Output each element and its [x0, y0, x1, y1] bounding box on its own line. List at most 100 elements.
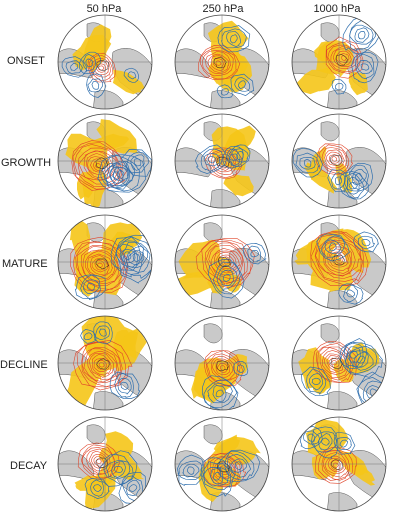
- negative-anomaly-contour: [74, 274, 107, 299]
- positive-anomaly-contour: [80, 444, 116, 479]
- map-panel-decline-1: [174, 315, 270, 411]
- negative-anomaly-contour: [351, 169, 367, 186]
- negative-anomaly-contour: [133, 158, 142, 167]
- polar-contour: [217, 256, 232, 268]
- map-panel-onset-2: [291, 14, 387, 110]
- negative-anomaly-contour: [355, 172, 363, 182]
- negative-anomaly-contour: [345, 289, 356, 298]
- map-panel-onset-0: [57, 14, 153, 110]
- map-panel-decline-2: [291, 315, 387, 411]
- positive-anomaly-contour: [324, 149, 345, 169]
- negative-anomaly-contour: [299, 156, 316, 170]
- negative-anomaly-contour: [212, 261, 241, 295]
- positive-anomaly-contour: [215, 60, 222, 66]
- positive-anomaly-shading: [96, 119, 139, 154]
- negative-anomaly-contour: [202, 375, 239, 410]
- negative-anomaly-contour: [212, 385, 227, 403]
- negative-anomaly-contour: [123, 67, 139, 83]
- positive-anomaly-shading: [107, 328, 147, 372]
- negative-anomaly-contour: [357, 31, 366, 40]
- negative-anomaly-contour: [306, 368, 327, 395]
- positive-anomaly-contour: [77, 442, 120, 481]
- negative-anomaly-contour: [331, 78, 347, 95]
- negative-anomaly-contour: [230, 458, 247, 473]
- positive-anomaly-contour: [88, 353, 114, 378]
- negative-anomaly-contour: [70, 62, 79, 71]
- positive-anomaly-contour: [213, 250, 240, 274]
- negative-anomaly-contour: [343, 284, 358, 302]
- negative-anomaly-contour: [87, 78, 104, 93]
- polar-contour: [216, 157, 230, 168]
- positive-anomaly-contour: [310, 231, 369, 286]
- polar-contour: [329, 357, 343, 369]
- negative-anomaly-contour: [120, 149, 152, 177]
- negative-anomaly-contour: [361, 238, 371, 247]
- positive-anomaly-contour: [207, 53, 230, 73]
- positive-anomaly-contour: [322, 452, 349, 478]
- positive-anomaly-contour: [90, 454, 106, 469]
- map-frame: [291, 315, 387, 411]
- negative-anomaly-contour: [320, 235, 346, 258]
- map-frame: [57, 416, 153, 512]
- map-panel-mature-0: [57, 214, 153, 310]
- negative-anomaly-contour: [80, 274, 101, 301]
- negative-anomaly-contour: [203, 467, 230, 487]
- negative-anomaly-contour: [217, 25, 251, 53]
- positive-anomaly-contour: [321, 450, 351, 481]
- negative-anomaly-contour: [228, 144, 251, 168]
- map-panel-growth-0: [57, 113, 153, 209]
- map-panel-growth-2: [291, 113, 387, 209]
- map-panel-decay-0: [57, 416, 153, 512]
- negative-anomaly-contour: [82, 279, 100, 294]
- negative-anomaly-contour: [233, 360, 249, 376]
- positive-anomaly-shading: [309, 146, 327, 181]
- positive-anomaly-contour: [198, 45, 241, 80]
- positive-anomaly-contour: [217, 363, 229, 373]
- positive-anomaly-contour: [89, 255, 110, 276]
- positive-anomaly-contour: [96, 359, 108, 370]
- polar-contour: [332, 254, 346, 266]
- positive-anomaly-contour: [327, 44, 359, 73]
- negative-anomaly-contour: [343, 172, 364, 199]
- positive-anomaly-contour: [206, 242, 245, 283]
- polar-contour: [335, 54, 349, 66]
- negative-anomaly-contour: [335, 82, 344, 91]
- positive-anomaly-contour: [81, 347, 122, 384]
- negative-anomaly-contour: [120, 381, 129, 390]
- negative-anomaly-contour: [127, 71, 137, 80]
- negative-anomaly-contour: [90, 479, 104, 497]
- polar-contour: [213, 57, 227, 69]
- positive-anomaly-contour: [96, 63, 107, 73]
- map-panel-decay-2: [291, 416, 387, 512]
- row-label-mature: MATURE: [2, 258, 48, 270]
- negative-anomaly-contour: [227, 453, 252, 478]
- positive-anomaly-contour: [318, 450, 354, 481]
- positive-anomaly-contour: [328, 154, 340, 164]
- positive-anomaly-contour: [335, 255, 342, 261]
- negative-anomaly-contour: [200, 457, 235, 497]
- positive-anomaly-contour: [331, 360, 338, 366]
- negative-anomaly-contour: [238, 80, 246, 89]
- positive-anomaly-contour: [86, 153, 110, 179]
- positive-anomaly-contour: [326, 355, 342, 371]
- negative-anomaly-contour: [316, 233, 350, 262]
- row-label-onset: ONSET: [7, 55, 45, 67]
- negative-anomaly-contour: [224, 450, 255, 481]
- map-panel-growth-1: [174, 113, 270, 209]
- negative-anomaly-contour: [236, 151, 244, 161]
- negative-anomaly-contour: [234, 77, 251, 92]
- positive-anomaly-contour: [77, 147, 120, 185]
- negative-anomaly-contour: [109, 371, 141, 400]
- positive-anomaly-contour: [72, 142, 123, 190]
- negative-anomaly-contour: [339, 439, 349, 448]
- negative-anomaly-contour: [126, 479, 141, 496]
- positive-anomaly-contour: [216, 155, 233, 171]
- negative-anomaly-contour: [229, 34, 238, 44]
- negative-anomaly-contour: [242, 243, 267, 265]
- negative-anomaly-contour: [127, 249, 145, 266]
- polar-contour: [96, 358, 111, 370]
- polar-contour: [96, 59, 109, 72]
- negative-anomaly-contour: [109, 161, 131, 188]
- negative-anomaly-contour: [114, 373, 134, 398]
- negative-anomaly-contour: [207, 382, 233, 404]
